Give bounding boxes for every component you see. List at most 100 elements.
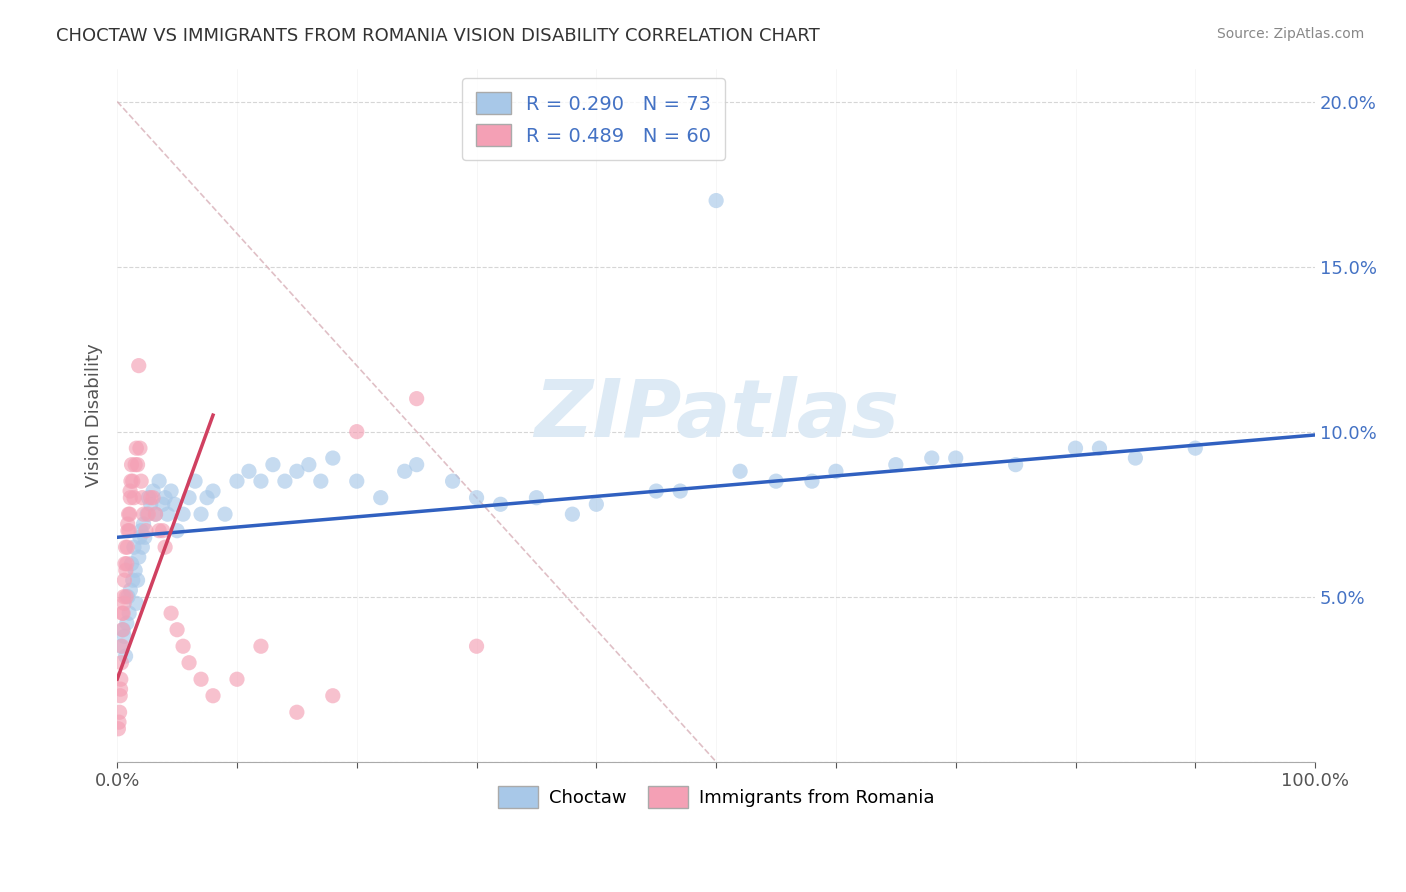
Point xyxy=(128,359,150,373)
Point xyxy=(122,540,145,554)
Point xyxy=(117,590,139,604)
Text: CHOCTAW VS IMMIGRANTS FROM ROMANIA VISION DISABILITY CORRELATION CHART: CHOCTAW VS IMMIGRANTS FROM ROMANIA VISIO… xyxy=(56,27,820,45)
Point xyxy=(262,458,284,472)
Point xyxy=(801,474,824,488)
Point xyxy=(250,639,273,653)
Point xyxy=(1125,451,1147,466)
Point xyxy=(120,491,142,505)
Point xyxy=(124,458,146,472)
Point xyxy=(346,474,368,488)
Point xyxy=(139,491,162,505)
Point xyxy=(669,484,692,499)
Point xyxy=(285,464,308,478)
Point xyxy=(728,464,751,478)
Point xyxy=(125,596,148,610)
Point xyxy=(148,524,170,538)
Point xyxy=(195,491,218,505)
Point xyxy=(132,507,155,521)
Point xyxy=(121,573,143,587)
Point xyxy=(405,458,427,472)
Point xyxy=(132,517,155,532)
Point xyxy=(322,451,344,466)
Point xyxy=(118,606,141,620)
Point xyxy=(129,474,152,488)
Point xyxy=(285,705,308,719)
Point xyxy=(117,540,139,554)
Point xyxy=(142,484,165,499)
Legend: Choctaw, Immigrants from Romania: Choctaw, Immigrants from Romania xyxy=(491,779,941,815)
Point xyxy=(645,484,668,499)
Point xyxy=(1184,441,1206,455)
Point xyxy=(108,689,131,703)
Point xyxy=(1064,441,1087,455)
Point xyxy=(202,484,225,499)
Point xyxy=(370,491,392,505)
Point xyxy=(226,672,249,686)
Point xyxy=(163,497,186,511)
Point xyxy=(111,639,134,653)
Point xyxy=(110,656,132,670)
Point xyxy=(112,629,135,643)
Point xyxy=(765,474,787,488)
Point xyxy=(274,474,297,488)
Point xyxy=(112,596,135,610)
Point xyxy=(153,491,176,505)
Point xyxy=(117,507,139,521)
Point xyxy=(160,484,183,499)
Point xyxy=(190,507,212,521)
Point xyxy=(1088,441,1111,455)
Point xyxy=(131,491,153,505)
Point xyxy=(465,639,488,653)
Point xyxy=(121,474,143,488)
Point xyxy=(945,451,967,466)
Point xyxy=(131,540,153,554)
Point xyxy=(405,392,427,406)
Point xyxy=(120,583,142,598)
Point xyxy=(145,507,167,521)
Point xyxy=(108,715,131,730)
Point xyxy=(121,557,143,571)
Point xyxy=(561,507,583,521)
Point xyxy=(148,474,170,488)
Point xyxy=(238,464,260,478)
Point xyxy=(1004,458,1026,472)
Point xyxy=(152,524,174,538)
Point xyxy=(160,606,183,620)
Point xyxy=(115,590,138,604)
Point xyxy=(107,722,129,736)
Point xyxy=(112,590,135,604)
Point xyxy=(136,507,159,521)
Point xyxy=(190,672,212,686)
Point xyxy=(122,491,145,505)
Point xyxy=(125,441,148,455)
Point xyxy=(129,441,152,455)
Point xyxy=(118,507,141,521)
Point xyxy=(120,484,142,499)
Point xyxy=(110,672,132,686)
Point xyxy=(441,474,464,488)
Point xyxy=(214,507,236,521)
Point xyxy=(117,524,139,538)
Point xyxy=(172,507,194,521)
Point xyxy=(489,497,512,511)
Point xyxy=(117,517,139,532)
Point xyxy=(202,689,225,703)
Point xyxy=(322,689,344,703)
Point xyxy=(110,639,132,653)
Point xyxy=(118,524,141,538)
Point xyxy=(129,530,152,544)
Point xyxy=(298,458,321,472)
Text: Source: ZipAtlas.com: Source: ZipAtlas.com xyxy=(1216,27,1364,41)
Point xyxy=(884,458,907,472)
Point xyxy=(129,524,152,538)
Point xyxy=(177,656,200,670)
Point xyxy=(114,563,136,577)
Point xyxy=(135,524,157,538)
Point xyxy=(115,557,138,571)
Point xyxy=(825,464,848,478)
Point xyxy=(108,705,131,719)
Point xyxy=(138,507,160,521)
Point xyxy=(142,491,165,505)
Point xyxy=(152,497,174,511)
Point xyxy=(120,474,142,488)
